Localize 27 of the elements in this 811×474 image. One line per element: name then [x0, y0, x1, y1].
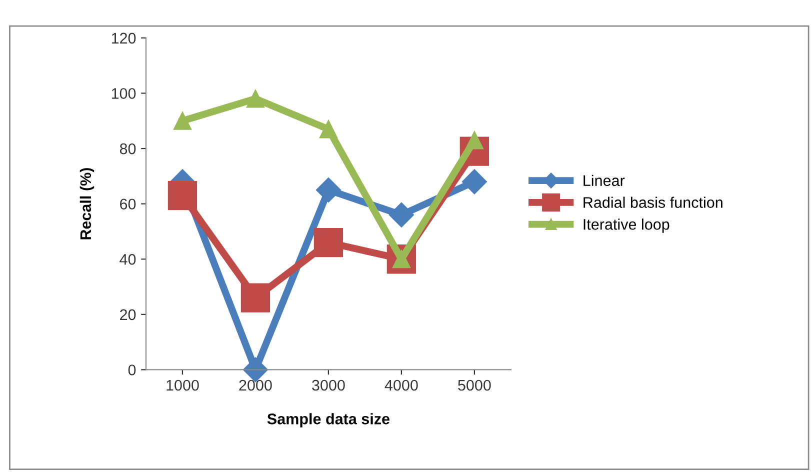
- x-tick-label: 2000: [239, 380, 272, 391]
- point: [314, 228, 344, 258]
- legend-label: Radial basis function: [584, 196, 722, 208]
- y-tick-label: 80: [120, 143, 136, 154]
- point: [316, 178, 341, 202]
- x-tick-label: 1000: [166, 380, 199, 391]
- point: [240, 283, 270, 312]
- y-tick-label: 0: [128, 364, 136, 376]
- point: [388, 202, 414, 228]
- point: [465, 131, 484, 150]
- point: [246, 90, 264, 108]
- x-axis-title: Sample data size: [267, 413, 390, 428]
- y-tick-label: 20: [120, 309, 136, 320]
- y-tick-label: 120: [112, 32, 136, 44]
- y-axis-title: Recall (%): [80, 168, 94, 240]
- legend-label: Iterative loop: [584, 218, 670, 233]
- y-tick-label: 60: [120, 198, 136, 210]
- y-tick-label: 40: [120, 254, 136, 265]
- point: [173, 112, 192, 130]
- point: [168, 180, 198, 210]
- x-tick-label: 4000: [384, 380, 418, 391]
- x-tick-label: 3000: [312, 380, 345, 391]
- y-tick-label: 100: [112, 88, 136, 99]
- point: [462, 169, 487, 194]
- point: [319, 120, 338, 138]
- x-tick-label: 5000: [458, 380, 491, 391]
- legend-label: Linear: [584, 174, 625, 186]
